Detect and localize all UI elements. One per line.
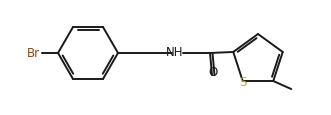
Text: O: O [209,65,217,78]
Text: S: S [239,75,246,88]
Text: NH: NH [166,46,184,59]
Text: Br: Br [27,47,40,60]
